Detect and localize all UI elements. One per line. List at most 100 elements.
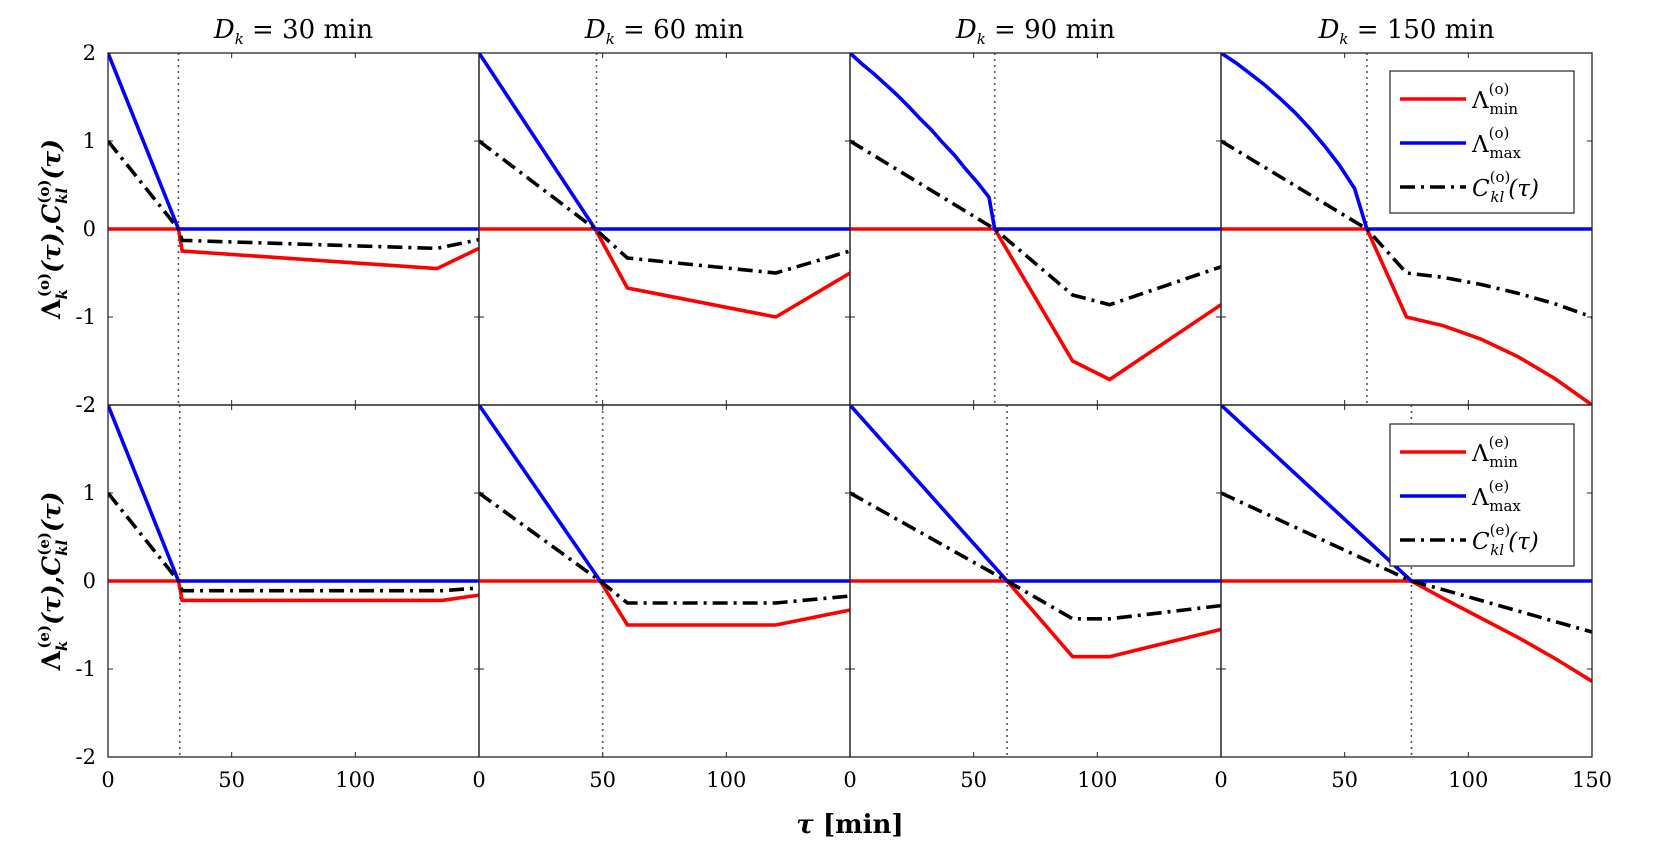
legend-tail: (τ) — [1508, 529, 1539, 555]
title-sub: k — [235, 30, 244, 48]
ylab-sub: k — [53, 641, 71, 651]
panel-top-3 — [1220, 52, 1593, 406]
legend-sup: (o) — [1490, 168, 1511, 186]
legend-name: Λ — [1471, 485, 1489, 511]
y-tick-label: 2 — [83, 393, 96, 417]
series-line-blue — [850, 405, 1221, 583]
legend-sup: (e) — [1490, 521, 1511, 539]
legend-sub: min — [1489, 453, 1518, 471]
y-tick-label: 1 — [83, 481, 96, 505]
x-tick-label: 50 — [1331, 768, 1358, 792]
legend-label: Λ(o) min — [1471, 80, 1518, 118]
title-var: D — [955, 15, 977, 45]
legend-sup: (e) — [1489, 477, 1510, 495]
x-axis-label: τ [min] — [796, 810, 903, 840]
x-tick-label: 150 — [1572, 768, 1612, 792]
series-line-black — [479, 139, 850, 275]
series-line-red — [850, 227, 1221, 382]
ylab-sup: (e) — [35, 625, 53, 649]
series-line-red — [850, 579, 1221, 659]
series-line-blue — [108, 405, 479, 583]
series-line-red — [1221, 579, 1592, 683]
x-tick-label: 50 — [589, 768, 616, 792]
legend-label: C(e) kl (τ) — [1472, 521, 1539, 559]
series-line-black — [850, 139, 1221, 307]
series-line-red — [108, 227, 479, 271]
legend-name: C — [1472, 529, 1490, 555]
series-line-blue — [479, 405, 850, 583]
title-var: D — [213, 15, 235, 45]
legend-sup: (o) — [1489, 80, 1510, 98]
panel-frame — [1220, 404, 1593, 758]
ylab-sub: k — [53, 289, 71, 299]
series-line-black — [1221, 491, 1592, 634]
series-line-red — [1221, 227, 1592, 405]
title-var: D — [1318, 15, 1340, 45]
legend-sub: kl — [1490, 541, 1504, 559]
legend-name: Λ — [1471, 441, 1489, 467]
series-line-red — [479, 227, 850, 319]
ylab-tail: (τ) — [37, 492, 66, 532]
panel-title-0: Dk = 30 min — [213, 15, 374, 48]
y-tick-label: -2 — [76, 393, 96, 417]
ylab-sup2: (e) — [35, 532, 53, 556]
title-rest: = 60 min — [615, 15, 745, 45]
y-tick-label: 1 — [83, 129, 96, 153]
x-tick-label: 0 — [843, 768, 856, 792]
ylab-sub2: kl — [53, 539, 71, 555]
panel-title-2: Dk = 90 min — [955, 15, 1116, 48]
series-line-blue — [479, 53, 850, 231]
title-sub: k — [977, 30, 986, 48]
series-line-black — [1221, 139, 1592, 319]
ylab-sub2: kl — [53, 187, 71, 203]
legend-label: C(o) kl (τ) — [1472, 168, 1539, 206]
panel-bottom-1 — [478, 404, 851, 758]
xlab-symbol: τ — [796, 810, 814, 840]
legend-tail: (τ) — [1508, 176, 1539, 202]
x-tick-label: 50 — [218, 768, 245, 792]
legend-name: Λ — [1471, 132, 1489, 158]
title-var: D — [584, 15, 606, 45]
ylab-sup2: (o) — [35, 180, 53, 204]
panel-bottom-2 — [849, 404, 1222, 758]
series-line-blue — [1221, 405, 1592, 583]
title-rest: = 30 min — [244, 15, 374, 45]
legend-name: C — [1472, 176, 1490, 202]
title-sub: k — [1339, 30, 1348, 48]
x-tick-label: 100 — [1077, 768, 1117, 792]
y-tick-label: 0 — [83, 217, 96, 241]
legend-sup: (e) — [1489, 433, 1510, 451]
series-line-black — [479, 491, 850, 605]
x-tick-label: 100 — [1448, 768, 1488, 792]
panel-top-1 — [478, 52, 851, 406]
panel-top-2 — [849, 52, 1222, 406]
x-tick-label: 50 — [960, 768, 987, 792]
y-tick-label: -1 — [76, 305, 96, 329]
legend-sub: min — [1489, 100, 1518, 118]
panel-top-0 — [107, 52, 480, 406]
legend-sub: max — [1489, 144, 1521, 162]
legend-sub: max — [1489, 497, 1521, 515]
panel-title-3: Dk = 150 min — [1318, 15, 1495, 48]
title-rest: = 150 min — [1349, 15, 1495, 45]
series-line-blue — [1221, 53, 1592, 231]
x-tick-label: 100 — [706, 768, 746, 792]
y-axis-label: Λk(o)(τ),Ckl(o)(τ) — [35, 139, 71, 320]
panel-bottom-0 — [107, 404, 480, 758]
legend-sub: kl — [1490, 188, 1504, 206]
y-axis-label: Λk(e)(τ),Ckl(e)(τ) — [35, 492, 71, 672]
ylab-mid: (τ), — [37, 576, 66, 625]
series-line-black — [850, 491, 1221, 621]
title-rest: = 90 min — [986, 15, 1116, 45]
series-line-blue — [108, 53, 479, 231]
x-tick-label: 0 — [472, 768, 485, 792]
x-tick-label: 0 — [1214, 768, 1227, 792]
title-sub: k — [606, 30, 615, 48]
legend-box — [1389, 423, 1575, 567]
legend-sup: (o) — [1489, 124, 1510, 142]
y-tick-label: 2 — [83, 41, 96, 65]
x-tick-label: 0 — [101, 768, 114, 792]
legend-label: Λ(e) min — [1471, 433, 1518, 471]
series-line-red — [479, 579, 850, 627]
